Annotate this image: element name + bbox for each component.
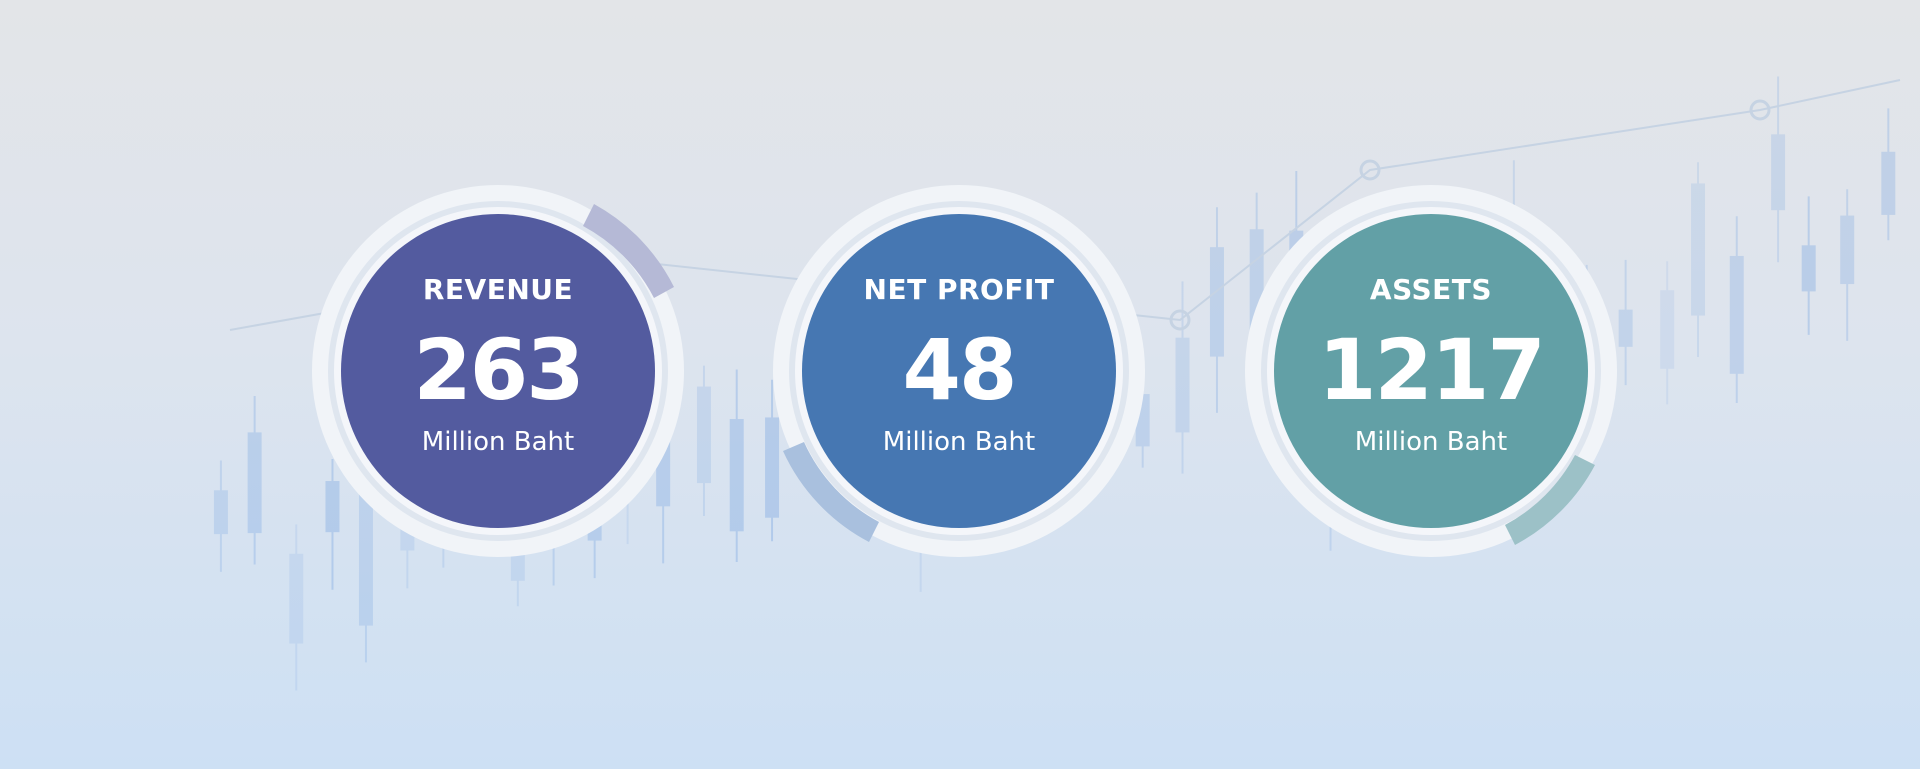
background-candle bbox=[1660, 261, 1675, 405]
background-candle bbox=[1881, 108, 1896, 241]
assets-value: 1217 bbox=[1318, 321, 1546, 419]
background-trend-point bbox=[1169, 309, 1191, 331]
assets-unit: Million Baht bbox=[1354, 427, 1508, 457]
assets-accent-arc bbox=[1505, 455, 1595, 545]
revenue-ring bbox=[312, 185, 684, 557]
background-candle bbox=[765, 379, 780, 542]
background-candle bbox=[1691, 162, 1706, 358]
revenue-title: REVENUE bbox=[422, 273, 574, 306]
net-profit-disc bbox=[802, 214, 1116, 528]
net-profit-title: NET PROFIT bbox=[863, 273, 1055, 306]
background-candle bbox=[1840, 189, 1855, 341]
assets-title: ASSETS bbox=[1369, 273, 1493, 306]
background-candle bbox=[1771, 76, 1786, 263]
metric-assets: ASSETS 1217 Million Baht bbox=[1235, 175, 1627, 567]
background-candle bbox=[325, 459, 340, 590]
net-profit-ring bbox=[773, 185, 1145, 557]
net-profit-unit: Million Baht bbox=[882, 427, 1036, 457]
assets-disc bbox=[1274, 214, 1588, 528]
revenue-value: 263 bbox=[413, 321, 584, 419]
metric-net-profit: NET PROFIT 48 Million Baht bbox=[763, 175, 1155, 567]
metric-revenue: REVENUE 263 Million Baht bbox=[302, 175, 694, 567]
revenue-disc bbox=[341, 214, 655, 528]
background-candle bbox=[696, 365, 711, 517]
background-candle bbox=[1618, 259, 1633, 386]
revenue-accent-arc bbox=[583, 204, 674, 298]
background-candle bbox=[1801, 196, 1816, 335]
background-candle bbox=[729, 369, 744, 563]
background-candle bbox=[1729, 216, 1744, 404]
assets-ring bbox=[1245, 185, 1617, 557]
background-candle bbox=[1209, 207, 1224, 413]
net-profit-accent-arc bbox=[783, 442, 879, 542]
net-profit-value: 48 bbox=[902, 321, 1018, 419]
background-candle bbox=[247, 395, 262, 565]
background-candle bbox=[213, 460, 228, 572]
background-candle bbox=[1175, 281, 1190, 474]
background-trend-point bbox=[1359, 159, 1381, 181]
background-trend-point bbox=[1749, 99, 1771, 121]
revenue-unit: Million Baht bbox=[421, 427, 575, 457]
background-candle bbox=[289, 524, 304, 691]
